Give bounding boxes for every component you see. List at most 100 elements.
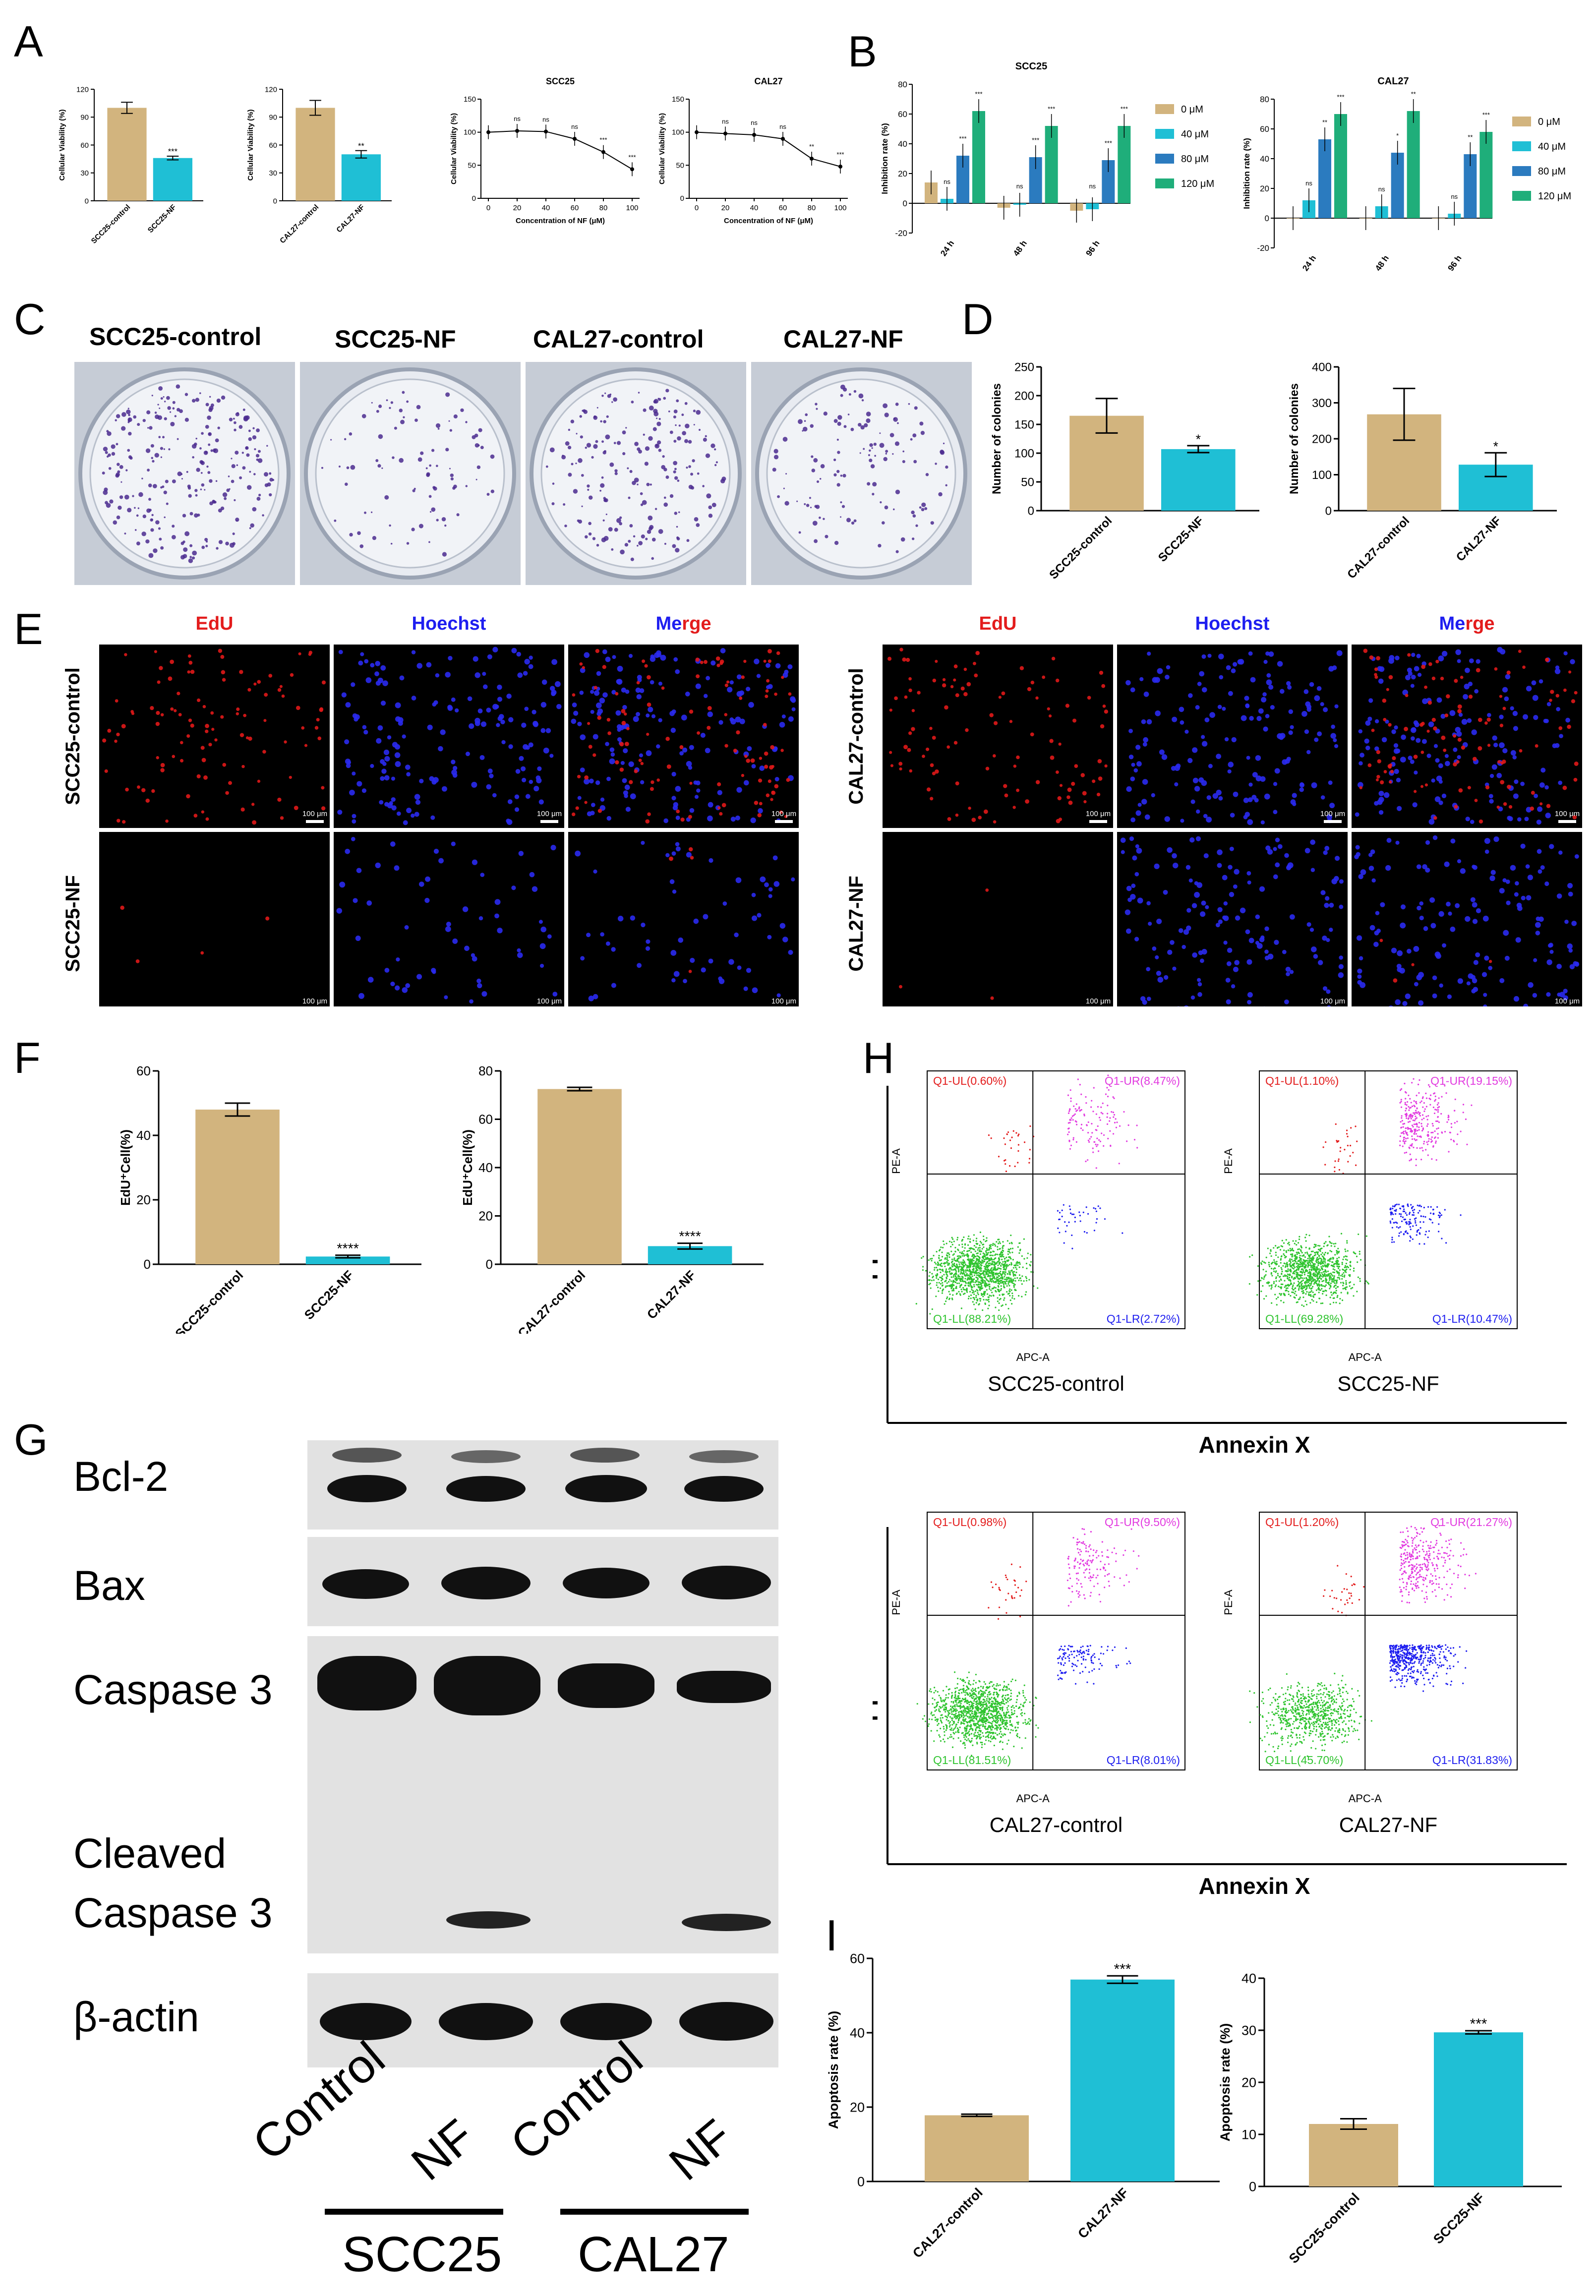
event-ll	[952, 1274, 955, 1276]
nucleus	[622, 778, 627, 783]
event-ll	[1277, 1273, 1279, 1275]
event-ll	[1336, 1279, 1338, 1281]
nucleus	[587, 811, 592, 817]
event-ur	[1080, 1127, 1082, 1129]
event-ll	[982, 1243, 984, 1246]
sig-label: ns	[1305, 179, 1312, 187]
event-ll	[975, 1242, 977, 1244]
nucleus	[391, 776, 396, 781]
nucleus	[1444, 754, 1449, 758]
edu-cell	[177, 692, 180, 696]
nucleus	[1331, 724, 1335, 729]
nucleus	[1303, 689, 1309, 694]
colony	[154, 412, 157, 414]
x-category-label: 96 h	[1446, 253, 1464, 273]
nucleus	[1438, 911, 1444, 917]
nucleus	[1290, 799, 1296, 805]
colony	[627, 467, 629, 470]
event-ll	[954, 1281, 956, 1283]
sig-label: **	[809, 143, 814, 150]
nucleus	[623, 748, 628, 754]
event-ll	[969, 1284, 971, 1286]
nucleus	[1465, 817, 1470, 822]
event-ll	[1338, 1252, 1340, 1254]
event-ll	[947, 1259, 949, 1262]
event-ll	[1002, 1249, 1004, 1251]
event-ll	[1336, 1296, 1338, 1298]
colony	[147, 469, 150, 472]
event-ll	[969, 1291, 971, 1293]
colony	[344, 438, 347, 441]
event-ll	[1011, 1247, 1014, 1249]
colony	[676, 399, 679, 403]
nucleus	[338, 649, 343, 654]
colony	[116, 443, 118, 446]
colony	[710, 443, 715, 448]
event-ll	[1293, 1268, 1295, 1270]
nucleus	[580, 767, 585, 772]
event-ll	[985, 1272, 987, 1274]
nucleus	[1370, 849, 1375, 854]
nucleus	[1322, 986, 1328, 991]
bar	[1309, 2124, 1398, 2186]
edu-cell	[704, 660, 708, 664]
nucleus	[611, 947, 616, 952]
colony	[406, 542, 410, 545]
event-ll	[928, 1275, 930, 1277]
edu-cell	[788, 692, 792, 696]
sig-label: *	[1196, 432, 1201, 447]
colony	[204, 537, 208, 541]
event-ll	[1296, 1269, 1298, 1271]
colony	[210, 403, 214, 407]
quadrant-ll: Q1-LL(88.21%)	[933, 1312, 1011, 1325]
colony	[141, 477, 143, 479]
edu-cell	[1049, 739, 1054, 743]
event-lr	[1071, 1234, 1073, 1236]
event-ll	[961, 1273, 963, 1275]
event-ll	[1299, 1255, 1301, 1257]
nucleus	[364, 659, 369, 664]
colony	[592, 537, 596, 540]
nucleus	[506, 693, 512, 699]
event-ll	[936, 1251, 938, 1253]
event-ll	[953, 1257, 955, 1259]
colony	[256, 428, 260, 432]
nucleus	[635, 687, 641, 693]
colony	[814, 505, 818, 508]
nucleus	[411, 814, 415, 818]
event-ur	[1072, 1137, 1074, 1139]
edu-cell	[1097, 759, 1102, 764]
nucleus	[551, 690, 557, 696]
colony	[145, 539, 150, 544]
event-ll	[956, 1255, 958, 1257]
nucleus	[1484, 838, 1490, 844]
edu-cell	[942, 678, 946, 682]
event-ll	[979, 1297, 981, 1299]
nucleus	[402, 987, 408, 993]
colony	[552, 482, 555, 485]
nucleus	[1216, 789, 1222, 796]
colony	[256, 497, 261, 501]
nucleus	[722, 901, 727, 906]
event-ll	[938, 1290, 940, 1292]
event-ll	[1303, 1274, 1306, 1276]
colony	[102, 471, 105, 475]
edu-cell	[114, 739, 118, 743]
event-ll	[1300, 1284, 1302, 1286]
event-ll	[954, 1246, 956, 1249]
nucleus	[1270, 705, 1275, 710]
edu-cell	[766, 679, 770, 683]
event-ll	[1332, 1265, 1334, 1267]
nucleus	[579, 690, 584, 695]
colony	[165, 479, 169, 483]
nucleus	[1228, 762, 1234, 767]
nucleus	[533, 786, 539, 792]
event-ll	[1009, 1248, 1012, 1250]
event-ll	[1326, 1275, 1328, 1277]
nucleus	[1557, 993, 1561, 997]
event-ll	[975, 1302, 977, 1304]
colony	[601, 476, 604, 479]
event-ll	[963, 1271, 965, 1273]
event-ll	[1004, 1258, 1005, 1260]
event-ur	[1072, 1139, 1074, 1141]
